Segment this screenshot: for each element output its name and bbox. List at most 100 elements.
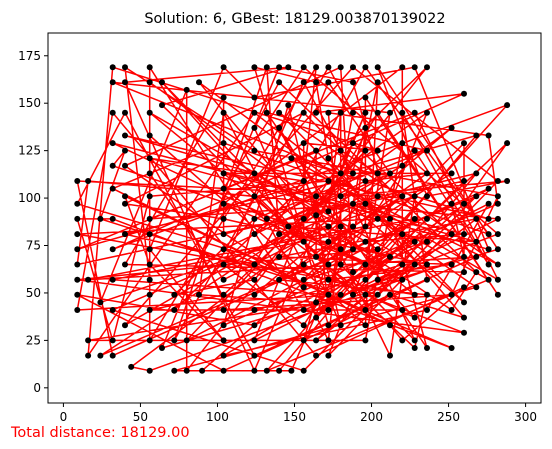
city-point bbox=[313, 64, 320, 71]
city-point bbox=[122, 109, 128, 116]
city-point bbox=[424, 170, 430, 177]
city-point bbox=[146, 215, 153, 222]
city-point bbox=[276, 253, 283, 260]
city-point bbox=[109, 185, 116, 192]
city-point bbox=[337, 291, 344, 298]
city-point bbox=[171, 307, 178, 313]
city-point bbox=[122, 322, 128, 329]
city-point bbox=[146, 132, 153, 139]
city-point bbox=[411, 314, 418, 321]
city-point bbox=[362, 200, 369, 207]
city-point bbox=[146, 64, 153, 71]
city-point bbox=[424, 147, 430, 154]
city-point bbox=[485, 261, 492, 268]
city-point bbox=[399, 140, 406, 147]
city-point bbox=[251, 337, 258, 344]
city-point bbox=[220, 109, 227, 116]
city-point bbox=[325, 352, 332, 359]
city-point bbox=[109, 276, 116, 283]
city-point bbox=[122, 162, 128, 169]
city-point bbox=[313, 109, 320, 116]
city-point bbox=[374, 215, 381, 222]
city-point bbox=[424, 64, 430, 71]
city-point bbox=[485, 231, 492, 238]
route-path bbox=[76, 66, 508, 372]
city-point bbox=[183, 337, 190, 344]
city-point bbox=[74, 231, 81, 238]
city-point bbox=[276, 231, 283, 238]
city-point bbox=[387, 109, 393, 116]
y-tick-label: 25 bbox=[26, 333, 41, 347]
city-point bbox=[122, 147, 128, 154]
city-point bbox=[325, 64, 332, 71]
city-point bbox=[251, 291, 258, 298]
city-point bbox=[313, 147, 320, 154]
city-point bbox=[473, 253, 480, 260]
city-point bbox=[109, 246, 116, 253]
city-point bbox=[424, 261, 430, 268]
city-point bbox=[374, 246, 381, 253]
city-point bbox=[109, 215, 116, 222]
city-point bbox=[74, 291, 81, 298]
city-point bbox=[362, 322, 369, 329]
city-point bbox=[325, 79, 332, 86]
city-point bbox=[276, 276, 283, 283]
city-point bbox=[276, 367, 283, 374]
city-point bbox=[251, 322, 258, 329]
city-point bbox=[288, 155, 295, 162]
city-point bbox=[159, 79, 165, 86]
city-point bbox=[504, 102, 511, 109]
city-point bbox=[374, 147, 381, 154]
city-point bbox=[146, 109, 153, 116]
city-point bbox=[300, 367, 307, 374]
city-point bbox=[337, 246, 344, 253]
city-point bbox=[183, 367, 190, 374]
city-point bbox=[448, 170, 455, 177]
city-point bbox=[362, 178, 369, 184]
city-point bbox=[74, 261, 81, 268]
city-point bbox=[411, 64, 418, 71]
city-point bbox=[350, 79, 356, 86]
city-point bbox=[220, 261, 227, 268]
city-point bbox=[313, 253, 320, 260]
city-point bbox=[325, 238, 332, 245]
y-tick-label: 125 bbox=[18, 144, 41, 158]
y-tick-label: 75 bbox=[26, 239, 41, 253]
city-point bbox=[276, 124, 283, 131]
city-point bbox=[109, 307, 116, 313]
y-tick-label: 175 bbox=[18, 49, 41, 63]
city-point bbox=[122, 200, 128, 207]
city-point bbox=[109, 337, 116, 344]
city-point bbox=[325, 276, 332, 283]
city-point bbox=[122, 261, 128, 268]
city-point bbox=[146, 276, 153, 283]
city-point bbox=[285, 223, 292, 230]
city-point bbox=[251, 276, 258, 283]
city-point bbox=[494, 261, 501, 268]
city-points bbox=[74, 64, 511, 374]
city-point bbox=[411, 337, 418, 344]
city-point bbox=[411, 215, 418, 222]
city-point bbox=[251, 367, 258, 374]
city-point bbox=[263, 109, 270, 116]
city-point bbox=[362, 147, 369, 154]
city-point bbox=[251, 307, 258, 313]
city-point bbox=[122, 231, 128, 238]
city-point bbox=[494, 276, 501, 283]
city-point bbox=[128, 363, 135, 370]
city-point bbox=[350, 246, 356, 253]
city-point bbox=[85, 352, 92, 359]
city-point bbox=[424, 193, 430, 200]
city-point bbox=[109, 352, 116, 359]
city-point bbox=[171, 291, 178, 298]
city-point bbox=[97, 352, 104, 359]
city-point bbox=[362, 238, 369, 245]
city-point bbox=[424, 109, 430, 116]
x-tick-label: 250 bbox=[437, 410, 460, 424]
city-point bbox=[263, 215, 270, 222]
city-point bbox=[448, 124, 455, 131]
city-point bbox=[276, 64, 283, 71]
city-point bbox=[494, 291, 501, 298]
x-tick-label: 150 bbox=[283, 410, 306, 424]
city-point bbox=[251, 231, 258, 238]
